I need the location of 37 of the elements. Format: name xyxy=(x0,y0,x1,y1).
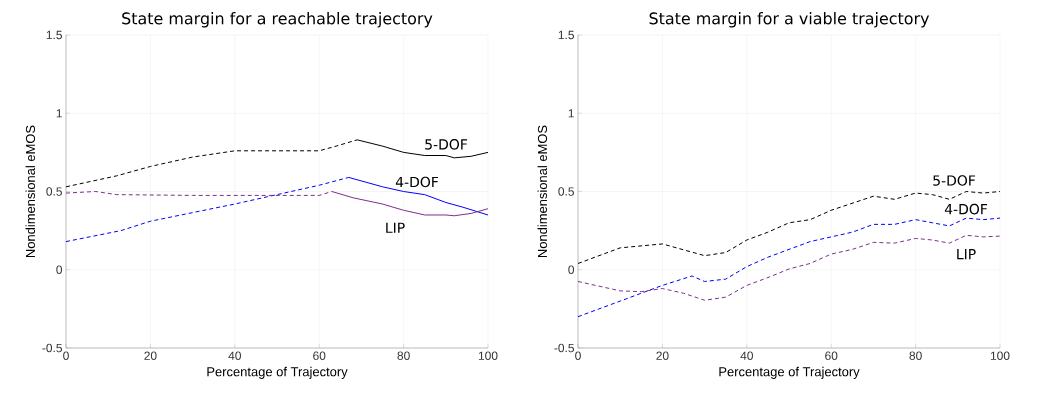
x-tick-label: 80 xyxy=(397,351,410,360)
y-axis-title: Nondimensional eMOS xyxy=(25,125,36,258)
x-tick-label: 40 xyxy=(740,351,753,360)
x-tick-label: 100 xyxy=(990,351,1010,360)
series-label: 4-DOF xyxy=(944,203,988,215)
chart-title: State margin for a reachable trajectory xyxy=(122,12,433,28)
series-label: LIP xyxy=(386,222,405,233)
y-axis-title: Nondimensional eMOS xyxy=(537,125,548,258)
series-label: 5-DOF xyxy=(425,139,468,150)
y-tick-label: 0 xyxy=(568,265,575,274)
x-axis-title: Percentage of Trajectory xyxy=(719,366,860,379)
x-tick-label: 40 xyxy=(228,351,241,360)
y-tick-label: -0.5 xyxy=(42,343,62,353)
y-tick-label: 0.5 xyxy=(46,187,62,196)
x-tick-label: 0 xyxy=(63,351,69,360)
series-label: LIP xyxy=(957,249,976,260)
x-tick-label: 20 xyxy=(144,351,157,360)
y-tick-label: 1 xyxy=(56,109,62,118)
line-series xyxy=(578,217,1001,318)
y-tick-label: 0 xyxy=(56,265,63,274)
line-series xyxy=(578,234,1001,301)
y-tick-label: 1 xyxy=(568,109,574,118)
x-tick-label: 60 xyxy=(313,351,326,360)
series-label: 5-DOF xyxy=(933,175,976,186)
x-tick-label: 100 xyxy=(478,351,498,360)
x-tick-label: 20 xyxy=(656,351,669,360)
chart-title: State margin for a viable trajectory xyxy=(649,12,930,28)
x-tick-label: 60 xyxy=(825,351,838,360)
y-tick-label: 0.5 xyxy=(558,187,574,196)
series-label: 4-DOF xyxy=(395,176,439,188)
y-tick-label: -0.5 xyxy=(554,343,574,353)
line-series xyxy=(578,191,1001,264)
y-tick-label: 1.5 xyxy=(558,30,574,40)
x-tick-label: 80 xyxy=(909,351,922,360)
y-tick-label: 1.5 xyxy=(46,30,62,40)
x-axis-title: Percentage of Trajectory xyxy=(207,366,348,379)
x-tick-label: 0 xyxy=(575,351,581,360)
